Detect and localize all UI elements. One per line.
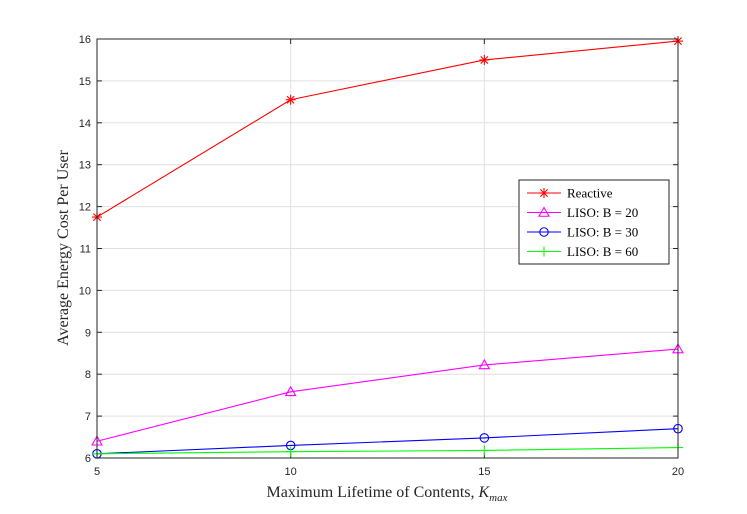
x-axis-label-subscript: max: [489, 492, 507, 504]
x-tick-label: 10: [285, 466, 297, 478]
legend: Reactive LISO: B = 20 LISO: B = 30 LISO: B …: [518, 179, 670, 265]
data-point: [479, 54, 490, 65]
legend-label: Reactive: [567, 186, 613, 201]
data-point: [478, 358, 491, 370]
x-tick-label: 15: [478, 466, 490, 478]
series-line: [96, 446, 679, 455]
legend-item: Reactive: [527, 186, 613, 201]
y-axis-label: Average Energy Cost Per User: [55, 149, 72, 345]
y-tick-label: 7: [85, 411, 91, 423]
x-axis-label-symbol: K: [477, 484, 490, 501]
y-tick-label: 13: [79, 160, 91, 172]
y-tick-label: 10: [79, 285, 91, 297]
series-line: [96, 348, 679, 442]
legend-marker: [539, 246, 549, 257]
series-line: [96, 40, 679, 218]
legend-label: LISO: B = 20: [567, 205, 638, 220]
y-tick-label: 11: [80, 244, 91, 256]
y-tick-label: 9: [85, 327, 91, 339]
y-tick-label: 16: [79, 34, 91, 46]
data-point: [284, 385, 297, 397]
data-point: [285, 94, 296, 105]
legend-label: LISO: B = 30: [567, 225, 638, 240]
y-tick-label: 12: [79, 202, 91, 214]
legend-marker: [539, 227, 549, 237]
series-0: [92, 36, 683, 223]
legend-label: LISO: B = 60: [567, 244, 638, 259]
legend-marker: [539, 188, 549, 198]
series-line: [96, 428, 679, 455]
plot-frame: [96, 38, 679, 459]
y-tick-label: 8: [85, 369, 91, 381]
y-tick-label: 6: [85, 453, 91, 465]
legend-item: LISO: B = 30: [527, 225, 638, 240]
legend-item: LISO: B = 60: [527, 244, 638, 259]
legend-item: LISO: B = 20: [527, 205, 638, 220]
x-axis-label: Maximum Lifetime of Contents, Kmax: [267, 484, 508, 504]
data-point: [479, 433, 490, 443]
data-point: [479, 445, 490, 456]
data-point: [285, 446, 296, 457]
y-tick-label: 14: [79, 118, 91, 130]
legend-marker: [538, 206, 550, 217]
y-tick-label: 15: [79, 76, 91, 88]
ticks: 5 10 15 20 6 7 8 9 10 11 12 13 14 15 16: [79, 34, 684, 478]
x-tick-label: 5: [94, 466, 100, 478]
x-tick-label: 20: [672, 466, 684, 478]
